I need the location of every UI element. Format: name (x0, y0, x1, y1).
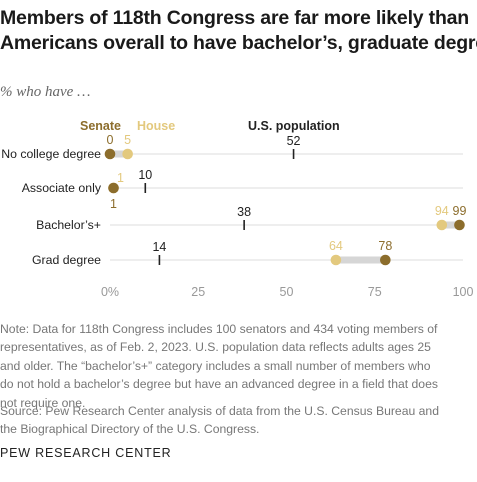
chart-source: Source: Pew Research Center analysis of … (0, 402, 477, 439)
house-dot (330, 254, 342, 266)
category-label: Grad degree (32, 253, 101, 267)
senate-dot (104, 148, 116, 160)
note-line-5: not require one. (0, 395, 86, 410)
us-population-value-label: 38 (237, 205, 251, 219)
legend-house: House (137, 119, 175, 133)
senate-value-label: 99 (453, 204, 467, 218)
house-value-label: 1 (117, 171, 124, 185)
chart-subtitle: % who have … (0, 84, 91, 100)
category-label: Associate only (22, 181, 102, 195)
senate-value-label: 78 (378, 239, 392, 253)
senate-dot (454, 219, 465, 231)
source-line-1: Source: Pew Research Center analysis of … (0, 404, 439, 418)
x-axis-tick-label: 50 (280, 285, 294, 299)
senate-dot (108, 182, 119, 194)
note-line-3: and older. The “bachelor’s+” category in… (0, 358, 431, 373)
senate-value-label: 0 (107, 133, 114, 147)
chart-note: Note: Data for 118th Congress includes 1… (0, 320, 477, 412)
pew-logo-text: PEW RESEARCH CENTER (0, 446, 172, 460)
us-population-value-label: 10 (138, 168, 152, 182)
category-label: No college degree (1, 147, 101, 161)
chart-title-line-1: Members of 118th Congress are far more l… (0, 7, 470, 29)
us-population-value-label: 52 (287, 134, 301, 148)
source-line-2: the Biographical Directory of the U.S. C… (0, 422, 260, 437)
x-axis-tick-label: 100 (453, 285, 474, 299)
x-axis-tick-label: 75 (368, 285, 382, 299)
x-axis-tick-label: 25 (191, 285, 205, 299)
senate-value-label: 1 (110, 197, 117, 211)
dot-plot-chart: Senate House U.S. population No college deg… (1, 119, 474, 299)
chart-title: Members of 118th Congress are far more l… (0, 6, 477, 56)
chart-title-line-2: Americans overall to have bachelor’s, gr… (0, 32, 477, 54)
legend-us-population: U.S. population (248, 119, 340, 133)
house-value-label: 5 (124, 133, 131, 147)
house-dot (122, 148, 133, 160)
legend-senate: Senate (80, 119, 121, 133)
house-value-label: 94 (435, 204, 449, 218)
note-line-1: Note: Data for 118th Congress includes 1… (0, 322, 438, 336)
category-label: Bachelor’s+ (36, 218, 101, 232)
senate-dot (380, 254, 391, 266)
note-line-2: representatives, as of Feb. 2, 2023. U.S… (0, 340, 431, 355)
house-value-label: 64 (329, 239, 343, 253)
house-dot (436, 219, 448, 231)
us-population-value-label: 14 (152, 240, 166, 254)
note-line-4: do not hold a bachelor’s degree but have… (0, 377, 438, 392)
x-axis-tick-label: 0% (101, 285, 119, 299)
